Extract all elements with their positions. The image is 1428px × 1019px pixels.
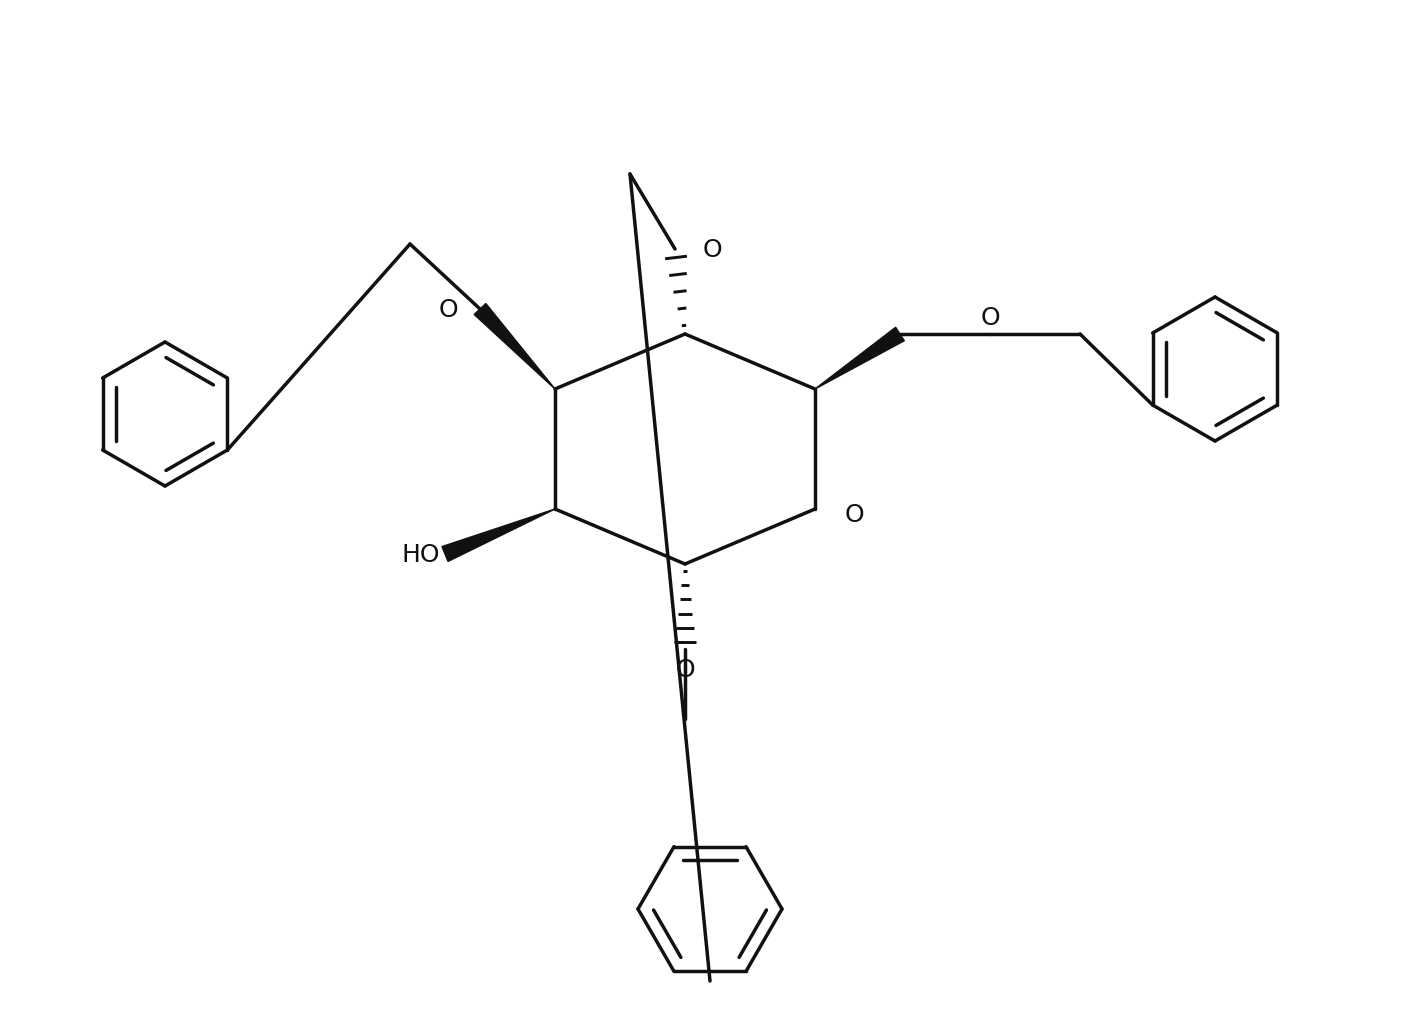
Text: O: O xyxy=(703,237,723,262)
Polygon shape xyxy=(443,510,555,561)
Text: O: O xyxy=(675,657,695,682)
Polygon shape xyxy=(815,328,904,389)
Text: O: O xyxy=(845,502,864,527)
Polygon shape xyxy=(474,305,555,389)
Text: O: O xyxy=(438,298,458,322)
Text: O: O xyxy=(980,306,1000,330)
Text: HO: HO xyxy=(401,542,440,567)
